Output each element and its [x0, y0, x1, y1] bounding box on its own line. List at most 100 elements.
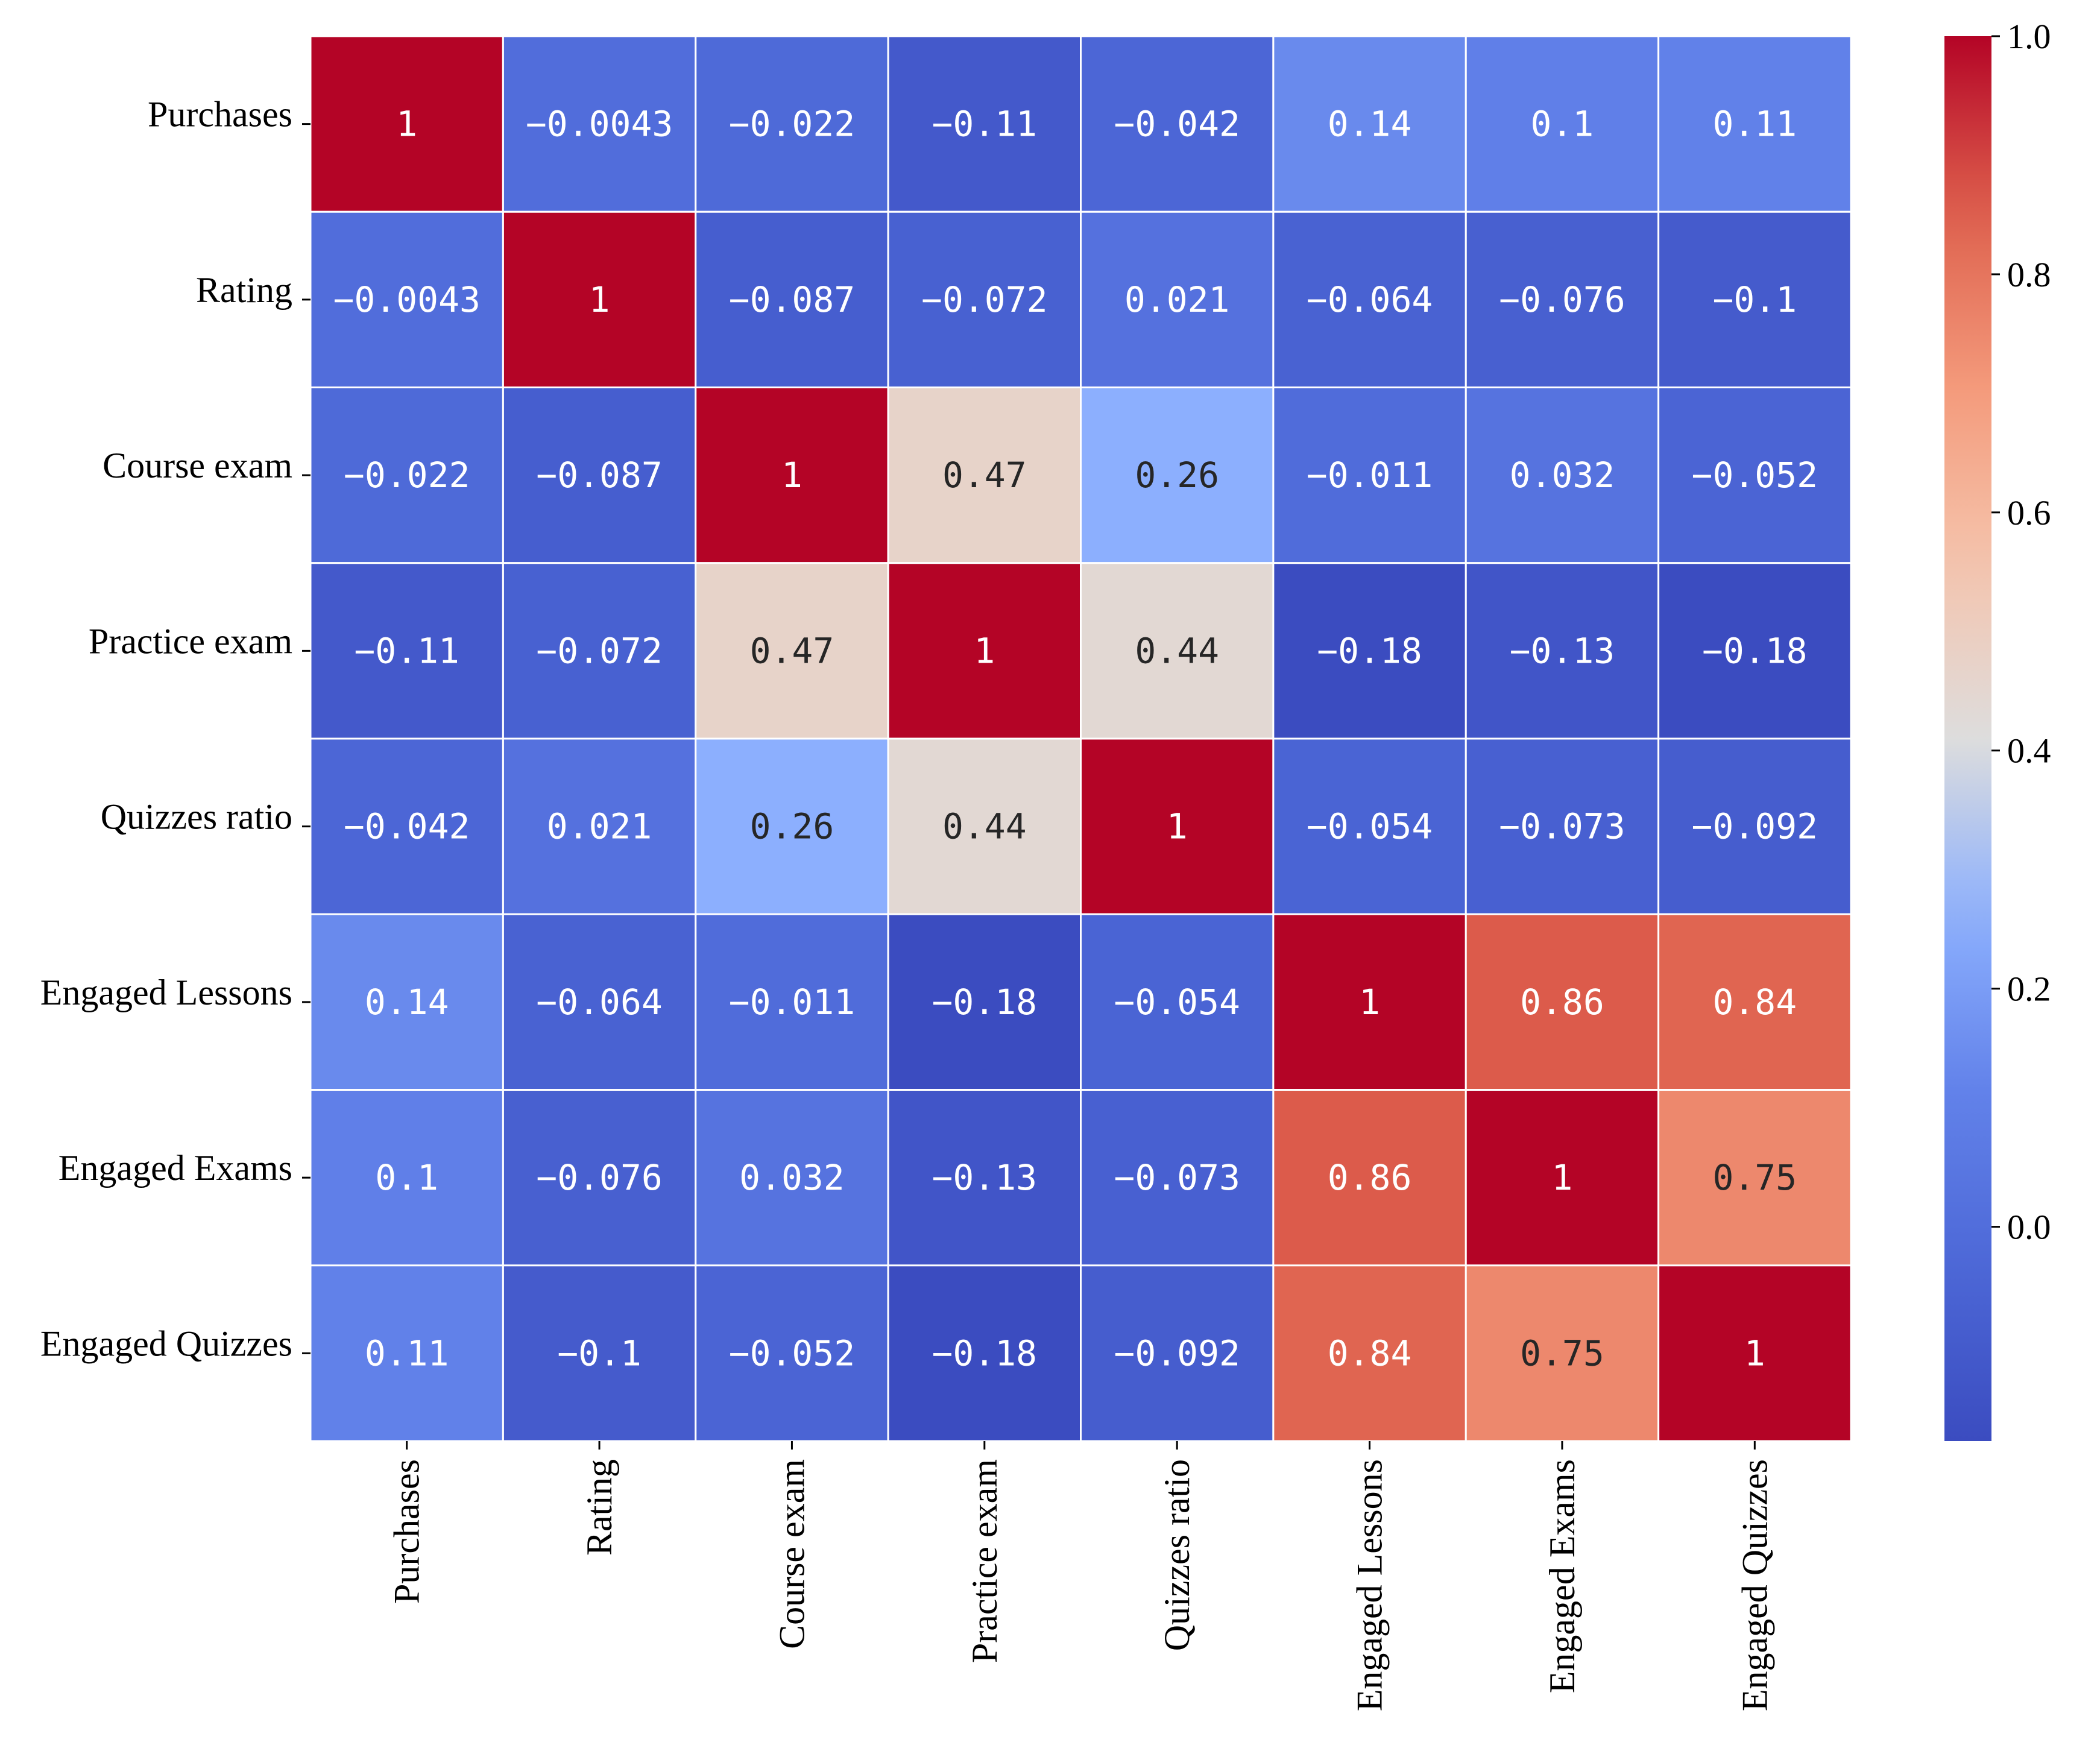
- cell-value-label: 1: [974, 630, 995, 671]
- cell-value-label: 0.032: [1510, 455, 1615, 496]
- cell-value-label: 1: [1359, 982, 1380, 1023]
- heatmap-cell: [502, 210, 697, 388]
- cell-value-label: 0.1: [375, 1157, 438, 1198]
- cell-value-label: −0.052: [1692, 455, 1818, 496]
- heatmap-cell: [502, 1089, 697, 1267]
- heatmap-cell: [887, 737, 1082, 915]
- heatmap-cell: [887, 562, 1082, 740]
- x-axis-tick-label: Rating: [579, 1459, 619, 1556]
- heatmap-cell: [1465, 1089, 1660, 1267]
- heatmap-cell: [1272, 1264, 1467, 1442]
- cell-value-label: −0.087: [729, 279, 856, 320]
- cell-value-label: 0.84: [1328, 1333, 1412, 1374]
- heatmap-cell: [502, 35, 697, 213]
- heatmap-cell: [1080, 913, 1275, 1091]
- heatmap-cell: [1272, 913, 1467, 1091]
- cell-value-label: 0.11: [365, 1333, 449, 1374]
- heatmap-cell: [695, 1264, 889, 1442]
- cell-value-label: −0.18: [932, 1333, 1038, 1374]
- heatmap-cell: [695, 35, 889, 213]
- cell-value-label: −0.054: [1307, 806, 1433, 847]
- y-axis-tick-label: Rating: [196, 270, 292, 310]
- cell-value-label: 1: [781, 455, 802, 496]
- cell-value-label: −0.092: [1114, 1333, 1240, 1374]
- cell-value-label: −0.022: [344, 455, 470, 496]
- cell-value-label: −0.064: [1307, 279, 1433, 320]
- heatmap-cell: [887, 210, 1082, 388]
- heatmap-cell: [1080, 1089, 1275, 1267]
- heatmap-cell: [695, 1089, 889, 1267]
- colorbar-gradient: [1944, 36, 1991, 1441]
- cell-value-label: 1: [396, 104, 417, 145]
- cell-value-label: −0.042: [1114, 104, 1240, 145]
- x-axis-tick-label: Engaged Exams: [1542, 1459, 1582, 1693]
- cell-value-label: −0.073: [1499, 806, 1625, 847]
- heatmap-cell: [309, 35, 504, 213]
- cell-value-label: 0.26: [1135, 455, 1219, 496]
- heatmap-cell: [1272, 737, 1467, 915]
- y-axis-tick-label: Engaged Exams: [58, 1148, 292, 1188]
- cell-value-label: 0.84: [1712, 982, 1797, 1023]
- cell-value-label: 0.032: [739, 1157, 845, 1198]
- heatmap-cell-annotations: 1 −0.0043 −0.022 −0.11 −0.042 0.14 0.1 0.11−0.0…: [333, 104, 1818, 1374]
- cell-value-label: −0.0043: [526, 104, 673, 145]
- cell-value-label: 0.021: [547, 806, 652, 847]
- heatmap-cell: [695, 562, 889, 740]
- colorbar-tick-label: 0.0: [2007, 1208, 2051, 1247]
- cell-value-label: −0.18: [932, 982, 1038, 1023]
- heatmap-cells: [309, 35, 1852, 1442]
- cell-value-label: 0.75: [1712, 1157, 1797, 1198]
- cell-value-label: 0.75: [1520, 1333, 1604, 1374]
- heatmap-cell: [1080, 210, 1275, 388]
- cell-value-label: 0.14: [365, 982, 449, 1023]
- heatmap-cell: [695, 737, 889, 915]
- heatmap-cell: [1657, 1089, 1852, 1267]
- colorbar-tick-label: 0.4: [2007, 731, 2051, 771]
- heatmap-cell: [1272, 210, 1467, 388]
- cell-value-label: −0.0043: [333, 279, 480, 320]
- y-axis-tick-label: Quizzes ratio: [101, 797, 292, 837]
- cell-value-label: −0.011: [1307, 455, 1433, 496]
- y-axis-tick-labels: Purchases Rating Course exam Practice exam Q…: [40, 95, 311, 1363]
- x-axis-tick-labels: Purchases Rating Course exam Practice exam Q…: [387, 1441, 1774, 1711]
- colorbar: 0.0 0.2 0.4 0.6 0.8 1.0: [1944, 17, 2051, 1441]
- cell-value-label: 0.26: [750, 806, 834, 847]
- cell-value-label: 1: [1551, 1157, 1572, 1198]
- cell-value-label: 0.14: [1328, 104, 1412, 145]
- heatmap-cell: [1465, 386, 1660, 564]
- cell-value-label: −0.11: [354, 630, 459, 671]
- x-axis-tick-label: Practice exam: [965, 1459, 1004, 1663]
- heatmap-cell: [1465, 913, 1660, 1091]
- cell-value-label: −0.11: [932, 104, 1038, 145]
- x-axis-tick-label: Engaged Quizzes: [1735, 1459, 1774, 1711]
- heatmap-cell: [1465, 562, 1660, 740]
- heatmap-cell: [1657, 35, 1852, 213]
- cell-value-label: −0.011: [729, 982, 856, 1023]
- cell-value-label: −0.092: [1692, 806, 1818, 847]
- cell-value-label: −0.087: [536, 455, 663, 496]
- cell-value-label: −0.072: [921, 279, 1048, 320]
- cell-value-label: 1: [589, 279, 610, 320]
- cell-value-label: −0.18: [1702, 630, 1808, 671]
- cell-value-label: −0.042: [344, 806, 470, 847]
- x-axis-tick-label: Purchases: [387, 1459, 427, 1604]
- cell-value-label: 0.1: [1531, 104, 1594, 145]
- heatmap-cell: [887, 386, 1082, 564]
- heatmap-cell: [1657, 210, 1852, 388]
- cell-value-label: −0.052: [729, 1333, 856, 1374]
- y-axis-tick-label: Engaged Lessons: [40, 973, 292, 1012]
- heatmap-cell: [1080, 737, 1275, 915]
- cell-value-label: 0.44: [942, 806, 1027, 847]
- cell-value-label: −0.072: [536, 630, 663, 671]
- cell-value-label: 0.86: [1520, 982, 1604, 1023]
- y-axis-tick-label: Course exam: [102, 446, 292, 485]
- heatmap-cell: [1272, 1089, 1467, 1267]
- cell-value-label: −0.13: [932, 1157, 1038, 1198]
- heatmap-cell: [1657, 737, 1852, 915]
- heatmap-cell: [1272, 35, 1467, 213]
- heatmap-cell: [695, 913, 889, 1091]
- colorbar-tick-label: 0.6: [2007, 493, 2051, 532]
- heatmap-cell: [1465, 210, 1660, 388]
